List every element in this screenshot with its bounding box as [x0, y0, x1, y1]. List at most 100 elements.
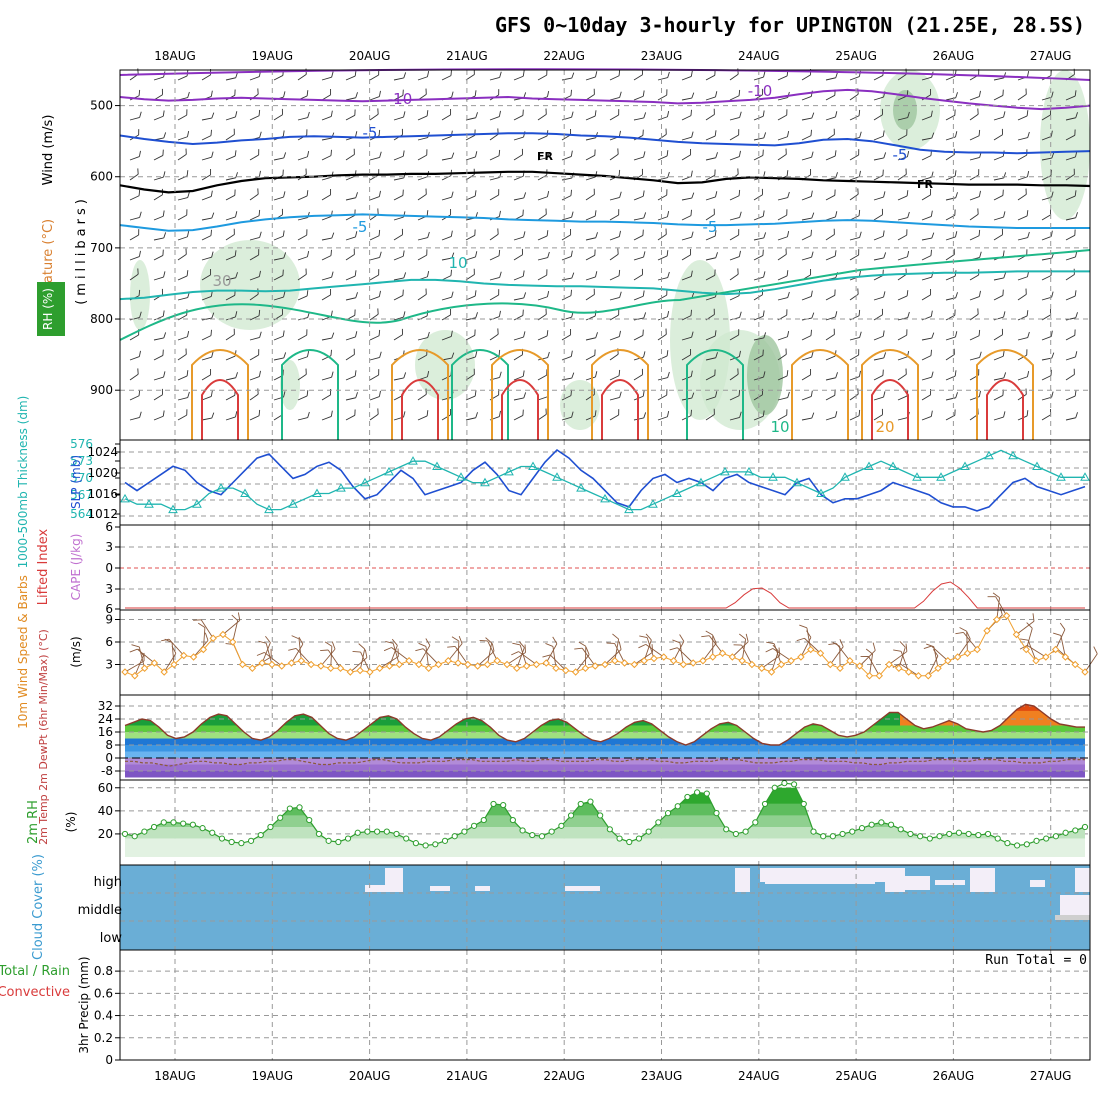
wind-barb: [1065, 390, 1077, 401]
wind-barb: [345, 270, 357, 281]
wind-barb: [297, 290, 309, 301]
wind-barb: [537, 151, 550, 161]
rh-band: [125, 803, 1085, 816]
wind-barb: [561, 229, 572, 241]
wind-barb: [417, 188, 427, 201]
wind-barb: [729, 329, 740, 341]
rh2m-marker: [829, 833, 836, 840]
temp2m-line: [124, 703, 1085, 746]
wind-barb: [945, 409, 956, 421]
wind-barb: [177, 148, 187, 161]
wind-barb: [513, 70, 525, 81]
wind10-marker: [562, 666, 570, 675]
wind-barb: [177, 170, 189, 181]
wind10-marker: [150, 659, 159, 667]
thickness-marker: [528, 461, 538, 471]
wind-barb: [801, 329, 812, 341]
wind-barb: [1041, 369, 1052, 381]
wind10-barb: [485, 637, 493, 665]
wind-barb: [177, 91, 190, 101]
wind10-marker: [493, 657, 501, 665]
wind-barb: [441, 69, 452, 81]
wind10-marker: [1012, 630, 1021, 639]
cloud-clear-cell: [1030, 880, 1045, 887]
wind-barb: [945, 109, 956, 121]
rh2m-marker: [655, 819, 662, 826]
rh2m-marker: [955, 829, 963, 836]
wind-barb: [825, 72, 838, 81]
wind-barb: [969, 390, 981, 401]
wind-barb: [561, 72, 575, 81]
wind-barb: [753, 310, 765, 321]
wind10-marker: [444, 657, 452, 665]
wind-barb: [657, 389, 668, 401]
wind10-marker: [513, 664, 521, 672]
wind-barb: [177, 70, 189, 81]
wind-barb: [297, 411, 310, 421]
wind10-marker: [797, 653, 805, 661]
wind-barb: [249, 109, 261, 121]
wind-barb: [537, 369, 548, 381]
wind-barb: [441, 109, 452, 121]
wind-barb: [681, 70, 693, 81]
wind10-marker: [787, 657, 795, 665]
wind-barb: [849, 331, 862, 341]
wind-barb: [873, 391, 886, 401]
wind10-barb: [799, 624, 812, 650]
wind-barb: [777, 391, 790, 401]
wind-barb: [345, 248, 355, 261]
wind10-marker: [963, 649, 972, 657]
wind10-marker: [993, 615, 1001, 624]
wind-barb: [585, 88, 595, 101]
wind-barb: [657, 89, 668, 101]
wind10-barb: [859, 642, 876, 667]
y-tick-label: 0: [105, 751, 113, 765]
wind-barb: [537, 230, 549, 241]
wind10-marker: [503, 660, 511, 669]
wind-barb: [513, 231, 526, 241]
wind-barb: [897, 368, 907, 381]
temp-contour: [601, 379, 639, 440]
y-tick-label: 1016: [87, 487, 118, 501]
wind-barb: [393, 289, 404, 301]
temp-band: [125, 738, 1085, 745]
wind-barb: [777, 409, 788, 421]
wind-barb: [705, 91, 718, 101]
wind-barb: [417, 388, 427, 401]
thickness-marker: [504, 466, 514, 476]
wind10-marker: [219, 630, 227, 639]
wind-barb: [513, 370, 525, 381]
wind-barb: [993, 411, 1006, 421]
cloud-clear-cell: [475, 886, 490, 891]
wind-barb: [945, 292, 958, 301]
rh2m-marker: [713, 810, 720, 817]
wind-barb: [609, 109, 620, 121]
y-tick-label: 32: [98, 699, 113, 713]
wind-barb: [777, 209, 788, 221]
wind-barb: [873, 408, 883, 421]
wind-barb: [201, 269, 212, 281]
wind-barb: [225, 328, 235, 341]
wind-barb: [225, 211, 238, 221]
wind-barb: [417, 231, 430, 241]
rh2m-marker: [441, 837, 449, 844]
wind-barb: [777, 109, 788, 121]
wind-barb: [681, 231, 694, 241]
wind-barb: [801, 112, 815, 121]
rh2m-marker: [403, 835, 410, 842]
wind-barb: [369, 290, 381, 301]
cloud-clear-cell: [765, 880, 875, 884]
wind-barb: [849, 109, 861, 121]
wind-barb: [993, 372, 1007, 381]
wind-barb: [705, 230, 717, 241]
wind10-barb: [161, 638, 185, 656]
wind-barb: [945, 309, 956, 321]
wind-barb: [153, 310, 165, 321]
wind-barb: [825, 111, 838, 121]
rh2m-marker: [994, 835, 1001, 842]
rh2m-marker: [480, 816, 487, 824]
wind-barb: [849, 309, 861, 321]
rh2m-marker: [451, 833, 458, 840]
y-tick-label: 570: [70, 471, 93, 485]
